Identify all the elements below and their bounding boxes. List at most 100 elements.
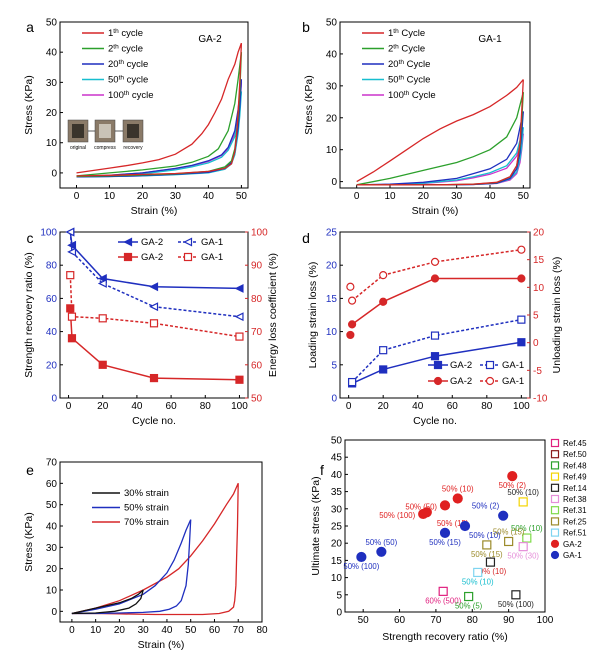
series-line — [356, 111, 524, 186]
series-line — [356, 133, 524, 186]
y2-tick-label: 90 — [251, 261, 263, 272]
data-point — [550, 517, 560, 526]
series-line — [356, 127, 524, 186]
x-tick-label: 80 — [481, 401, 493, 412]
data-point — [347, 296, 357, 305]
y-tick-label: 30 — [46, 78, 58, 89]
data-point — [430, 274, 440, 283]
x-tick-label: 40 — [131, 401, 143, 412]
point-label: 50% (15) — [493, 527, 525, 536]
y-tick-label: 0 — [51, 607, 57, 618]
series-line — [356, 92, 524, 186]
point-label: 50% (5) — [455, 602, 483, 611]
x-tick-label: 20 — [137, 191, 149, 202]
y-tick-label: 50 — [46, 18, 58, 29]
y-tick-label: 0 — [331, 177, 337, 188]
x-tick-label: 60 — [447, 401, 459, 412]
plot-frame — [59, 461, 263, 623]
point-label: 50% (15) — [429, 538, 461, 547]
data-point — [522, 533, 532, 543]
panel-b: b 0 10 20 30 40 50 0 10 20 30 40 50 Strain (%) Stress … — [302, 18, 531, 217]
x-tick-label: 0 — [346, 401, 352, 412]
legend-label: 2th Cycle — [388, 43, 425, 55]
data-point — [149, 373, 159, 383]
data-point — [235, 332, 244, 341]
data-point — [452, 493, 463, 504]
y2-tick-label: 50 — [251, 394, 263, 405]
y-tick-label: 20 — [46, 108, 58, 119]
y-tick-label: 25 — [326, 228, 338, 239]
data-point — [346, 282, 355, 291]
x-tick-label: 60 — [394, 615, 406, 626]
point-label: 50% (50) — [366, 538, 398, 547]
point-label: 50% (100) — [343, 562, 379, 571]
y-tick-label: 70 — [46, 458, 58, 469]
y2-axis-label: Unloading strain loss (%) — [551, 257, 563, 374]
y-tick-label: 0 — [51, 168, 57, 179]
data-point — [356, 551, 367, 563]
y-tick-label: 0 — [331, 394, 337, 405]
y-tick-label: 50 — [326, 18, 338, 29]
point-label: 50% (30) — [507, 552, 539, 561]
data-point — [550, 494, 560, 504]
y-tick-label: 30 — [46, 543, 58, 554]
data-point — [430, 257, 440, 266]
data-point — [67, 312, 77, 321]
data-point — [550, 528, 560, 537]
legend-label: GA-1 — [201, 252, 223, 263]
legend-label: 50th Cycle — [388, 74, 430, 86]
data-point — [379, 346, 388, 355]
data-point — [439, 500, 451, 511]
x-axis-label: Strength recovery ratio (%) — [382, 631, 507, 643]
y-tick-label: 60 — [46, 294, 58, 305]
point-label: 50% (100) — [498, 600, 534, 609]
data-point — [149, 319, 159, 328]
x-tick-label: 10 — [384, 191, 396, 202]
y-tick-label: 100 — [40, 228, 57, 239]
y2-axis-label: Energy loss coefficient (%) — [267, 253, 279, 377]
data-point — [518, 542, 528, 552]
data-point — [379, 365, 388, 374]
series-line — [71, 519, 192, 615]
y-tick-label: 30 — [326, 81, 338, 92]
inset-sample — [99, 124, 111, 138]
y-tick-label: 80 — [46, 261, 58, 272]
legend-label: GA-2 — [450, 376, 472, 387]
series-line — [76, 52, 243, 177]
series-line — [356, 79, 524, 183]
data-point — [347, 320, 357, 329]
point-label: 60% (500) — [425, 596, 461, 605]
x-tick-label: 80 — [200, 401, 212, 412]
y-tick-label: 50 — [46, 500, 58, 511]
legend-label: 70% strain — [124, 517, 169, 528]
data-point — [123, 237, 133, 247]
data-point — [498, 510, 509, 521]
y-tick-label: 30 — [331, 504, 343, 515]
panel-letter: d — [302, 230, 310, 246]
data-point — [550, 506, 560, 515]
series-line — [351, 248, 522, 302]
legend-label: 50% strain — [124, 503, 169, 514]
point-label: 50% (10) — [511, 524, 543, 533]
x-tick-label: 0 — [69, 625, 75, 636]
point-label: 50% (10) — [462, 577, 494, 586]
panel-e: e 0 10 20 30 40 50 60 70 80 0 10 20 30 40 50 60 70 Strain … — [23, 458, 268, 651]
x-tick-label: 70 — [430, 615, 442, 626]
legend-label: 20th Cycle — [388, 59, 430, 71]
series-line — [76, 43, 243, 177]
x-axis-label: Strain (%) — [412, 205, 459, 217]
x-tick-label: 30 — [138, 625, 150, 636]
y-axis-label: Loading strain loss (%) — [307, 262, 319, 369]
x-tick-label: 10 — [90, 625, 102, 636]
y2-tick-label: 20 — [533, 228, 545, 239]
legend-label: Ref.48 — [563, 461, 587, 470]
y-tick-label: 10 — [46, 586, 58, 597]
data-point — [485, 557, 496, 567]
legend-label: Ref.50 — [563, 450, 587, 459]
point-label: 50% (100) — [379, 511, 415, 520]
x-tick-label: 60 — [166, 401, 178, 412]
point-label: 50% (10) — [475, 567, 507, 576]
y-tick-label: 10 — [326, 327, 338, 338]
data-point — [550, 438, 560, 448]
